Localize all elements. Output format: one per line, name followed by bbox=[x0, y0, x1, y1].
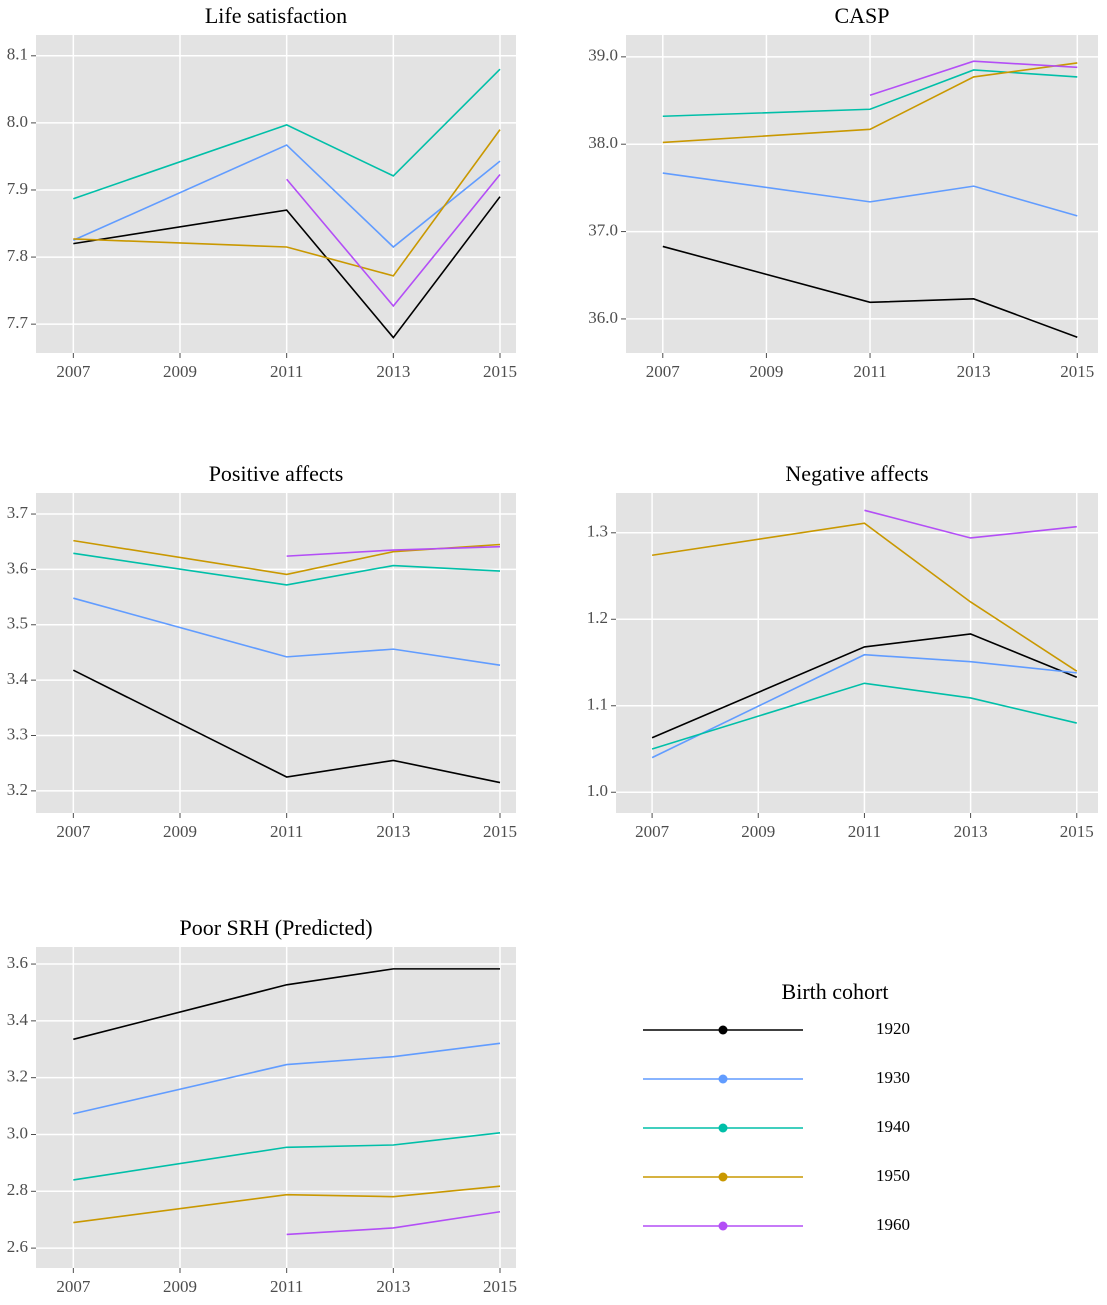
series-line bbox=[651, 682, 1077, 750]
legend-label: 1960 bbox=[876, 1215, 910, 1234]
x-tick-label: 2009 bbox=[749, 362, 783, 381]
x-tick-label: 2011 bbox=[270, 362, 303, 381]
series-line bbox=[662, 62, 1078, 144]
series-line bbox=[73, 552, 501, 586]
y-tick-label: 8.0 bbox=[7, 112, 28, 131]
y-tick-label: 3.2 bbox=[7, 1067, 28, 1086]
x-tick-label: 2009 bbox=[163, 362, 197, 381]
y-tick-label: 7.8 bbox=[7, 246, 28, 265]
plot-background bbox=[36, 493, 516, 813]
x-tick-label: 2015 bbox=[483, 362, 517, 381]
x-tick-label: 2009 bbox=[163, 1277, 197, 1296]
x-tick-label: 2015 bbox=[1060, 822, 1094, 841]
x-tick-label: 2007 bbox=[56, 362, 91, 381]
series-line bbox=[73, 68, 501, 200]
y-tick-label: 36.0 bbox=[588, 308, 618, 327]
y-tick-label: 3.6 bbox=[7, 558, 28, 577]
legend-label: 1950 bbox=[876, 1166, 910, 1185]
y-tick-label: 38.0 bbox=[588, 133, 618, 152]
series-line bbox=[864, 509, 1077, 539]
legend-dot bbox=[718, 1074, 728, 1084]
legend-label: 1920 bbox=[876, 1019, 910, 1038]
y-tick-label: 2.6 bbox=[7, 1237, 28, 1256]
y-tick-label: 39.0 bbox=[588, 46, 618, 65]
y-tick-label: 1.1 bbox=[587, 695, 608, 714]
y-tick-label: 3.0 bbox=[7, 1123, 28, 1142]
series-line bbox=[286, 1210, 501, 1236]
plot-background bbox=[36, 35, 516, 353]
y-tick-label: 7.7 bbox=[7, 313, 29, 332]
y-tick-label: 8.1 bbox=[7, 45, 28, 64]
x-tick-label: 2013 bbox=[954, 822, 988, 841]
x-tick-label: 2011 bbox=[848, 822, 881, 841]
x-tick-label: 2015 bbox=[483, 822, 517, 841]
x-tick-label: 2009 bbox=[741, 822, 775, 841]
series-line bbox=[73, 1131, 501, 1181]
legend-dot bbox=[718, 1221, 728, 1231]
x-tick-label: 2013 bbox=[376, 1277, 410, 1296]
legend-dot bbox=[718, 1123, 728, 1133]
y-tick-label: 1.2 bbox=[587, 608, 608, 627]
legend-label: 1940 bbox=[876, 1117, 910, 1136]
y-tick-label: 1.0 bbox=[587, 781, 608, 800]
x-tick-label: 2011 bbox=[270, 1277, 303, 1296]
x-tick-label: 2013 bbox=[376, 362, 410, 381]
y-tick-label: 3.3 bbox=[7, 724, 28, 743]
y-tick-label: 3.5 bbox=[7, 614, 28, 633]
y-tick-label: 3.2 bbox=[7, 780, 28, 799]
x-tick-label: 2013 bbox=[957, 362, 991, 381]
x-tick-label: 2007 bbox=[56, 1277, 91, 1296]
plot-background bbox=[626, 35, 1098, 353]
x-tick-label: 2009 bbox=[163, 822, 197, 841]
panel-title: Poor SRH (Predicted) bbox=[179, 915, 372, 940]
series-line bbox=[869, 60, 1078, 97]
panel-title: Life satisfaction bbox=[205, 3, 347, 28]
series-line bbox=[73, 1042, 501, 1115]
x-tick-label: 2011 bbox=[270, 822, 303, 841]
panel-title: Positive affects bbox=[209, 461, 344, 486]
series-line bbox=[73, 968, 500, 1041]
y-tick-label: 3.4 bbox=[7, 1010, 29, 1029]
y-tick-label: 37.0 bbox=[588, 220, 618, 239]
legend-title: Birth cohort bbox=[782, 979, 889, 1004]
series-line bbox=[286, 174, 501, 308]
x-tick-label: 2013 bbox=[376, 822, 410, 841]
series-line bbox=[73, 1185, 501, 1224]
y-tick-label: 3.7 bbox=[7, 503, 29, 522]
x-tick-label: 2007 bbox=[646, 362, 681, 381]
series-line bbox=[662, 69, 1078, 118]
series-line bbox=[286, 545, 501, 557]
panel-title: CASP bbox=[834, 3, 889, 28]
x-tick-label: 2011 bbox=[853, 362, 886, 381]
legend-dot bbox=[718, 1172, 728, 1182]
y-tick-label: 3.4 bbox=[7, 669, 29, 688]
series-line bbox=[73, 196, 501, 339]
x-tick-label: 2015 bbox=[483, 1277, 517, 1296]
y-tick-label: 1.3 bbox=[587, 522, 608, 541]
series-line bbox=[662, 245, 1078, 339]
plot-background bbox=[36, 947, 516, 1268]
x-tick-label: 2007 bbox=[56, 822, 91, 841]
series-line bbox=[651, 653, 1077, 759]
y-tick-label: 3.6 bbox=[7, 953, 28, 972]
plot-background bbox=[616, 493, 1098, 813]
series-line bbox=[72, 669, 501, 784]
panel-title: Negative affects bbox=[785, 461, 928, 486]
x-tick-label: 2007 bbox=[635, 822, 670, 841]
legend-label: 1930 bbox=[876, 1068, 910, 1087]
series-line bbox=[662, 172, 1078, 217]
y-tick-label: 2.8 bbox=[7, 1180, 28, 1199]
series-line bbox=[651, 633, 1078, 739]
series-line bbox=[651, 522, 1078, 672]
legend-dot bbox=[718, 1025, 728, 1035]
series-line bbox=[73, 129, 501, 277]
x-tick-label: 2015 bbox=[1060, 362, 1094, 381]
series-line bbox=[73, 597, 501, 666]
y-tick-label: 7.9 bbox=[7, 179, 28, 198]
